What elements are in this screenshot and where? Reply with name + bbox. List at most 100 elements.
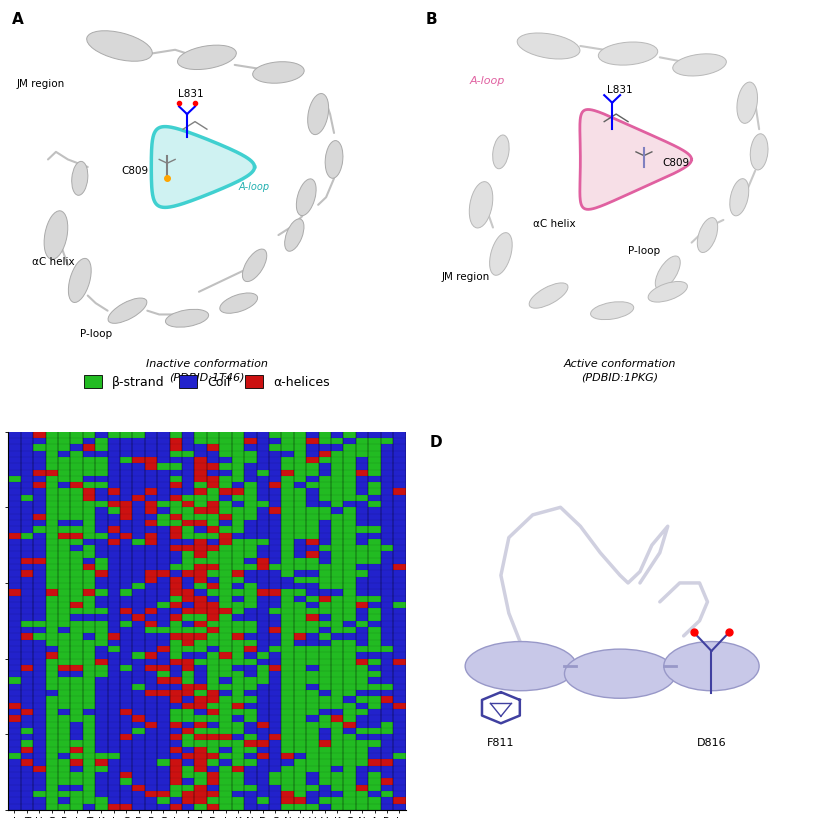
Bar xyxy=(232,545,244,551)
Bar xyxy=(145,570,157,577)
Bar xyxy=(331,677,343,684)
Bar xyxy=(194,551,207,558)
Bar xyxy=(194,589,207,596)
Bar xyxy=(83,658,95,665)
Bar xyxy=(21,747,33,753)
Bar xyxy=(269,596,281,602)
Bar xyxy=(95,759,108,766)
Bar xyxy=(182,558,194,564)
Bar xyxy=(281,759,294,766)
Bar xyxy=(132,703,145,709)
Bar xyxy=(145,444,157,451)
Bar xyxy=(368,621,380,627)
Bar xyxy=(182,457,194,463)
Bar xyxy=(8,596,21,602)
Bar xyxy=(157,533,170,539)
Bar xyxy=(157,759,170,766)
Bar xyxy=(95,778,108,784)
Bar xyxy=(281,577,294,583)
Bar xyxy=(356,476,368,482)
Bar xyxy=(120,652,132,658)
Bar xyxy=(170,721,182,728)
Bar xyxy=(232,470,244,476)
Bar xyxy=(182,633,194,640)
Bar xyxy=(83,646,95,652)
Bar xyxy=(120,690,132,696)
Bar xyxy=(393,665,405,672)
Bar xyxy=(194,596,207,602)
Bar xyxy=(145,646,157,652)
Bar xyxy=(256,488,269,495)
Bar xyxy=(281,690,294,696)
Bar xyxy=(343,514,356,520)
Bar xyxy=(256,784,269,791)
Bar xyxy=(182,432,194,438)
Bar xyxy=(343,652,356,658)
Bar xyxy=(232,791,244,798)
Bar xyxy=(182,564,194,570)
Bar xyxy=(194,728,207,735)
Bar xyxy=(244,735,256,740)
Bar xyxy=(83,482,95,488)
Bar xyxy=(256,533,269,539)
Bar xyxy=(343,747,356,753)
Bar xyxy=(70,495,83,501)
Bar xyxy=(170,766,182,772)
Bar xyxy=(343,602,356,608)
Bar xyxy=(281,514,294,520)
Bar xyxy=(70,766,83,772)
Bar xyxy=(380,640,393,646)
Bar xyxy=(244,558,256,564)
Bar xyxy=(256,721,269,728)
Bar xyxy=(219,514,232,520)
Bar xyxy=(244,772,256,778)
Bar xyxy=(95,690,108,696)
Bar xyxy=(281,470,294,476)
Bar xyxy=(219,621,232,627)
Bar xyxy=(83,772,95,778)
Bar xyxy=(194,677,207,684)
Bar xyxy=(281,740,294,747)
Bar xyxy=(331,690,343,696)
Bar xyxy=(318,596,331,602)
Bar xyxy=(182,608,194,614)
Bar xyxy=(108,753,120,759)
Bar xyxy=(343,665,356,672)
Bar xyxy=(95,735,108,740)
Bar xyxy=(356,640,368,646)
Bar xyxy=(331,640,343,646)
Bar xyxy=(95,482,108,488)
Bar xyxy=(207,564,219,570)
Bar xyxy=(306,602,318,608)
Bar xyxy=(269,551,281,558)
Bar xyxy=(281,495,294,501)
Bar xyxy=(343,784,356,791)
Bar xyxy=(120,570,132,577)
Bar xyxy=(170,545,182,551)
Bar xyxy=(219,507,232,514)
Bar xyxy=(331,684,343,690)
Bar xyxy=(269,602,281,608)
Bar xyxy=(232,633,244,640)
Bar xyxy=(356,677,368,684)
Bar xyxy=(33,677,45,684)
Bar xyxy=(132,690,145,696)
Bar xyxy=(58,791,70,798)
Bar xyxy=(194,621,207,627)
Bar xyxy=(356,614,368,621)
Bar xyxy=(207,703,219,709)
Bar xyxy=(45,438,58,444)
Bar xyxy=(33,501,45,507)
Bar xyxy=(132,759,145,766)
Bar xyxy=(318,608,331,614)
Bar xyxy=(132,495,145,501)
Bar xyxy=(281,558,294,564)
Bar xyxy=(356,451,368,457)
Bar xyxy=(58,564,70,570)
Bar xyxy=(182,444,194,451)
Bar xyxy=(368,772,380,778)
Bar xyxy=(269,633,281,640)
Bar xyxy=(170,602,182,608)
Bar xyxy=(132,583,145,589)
Bar xyxy=(331,798,343,803)
